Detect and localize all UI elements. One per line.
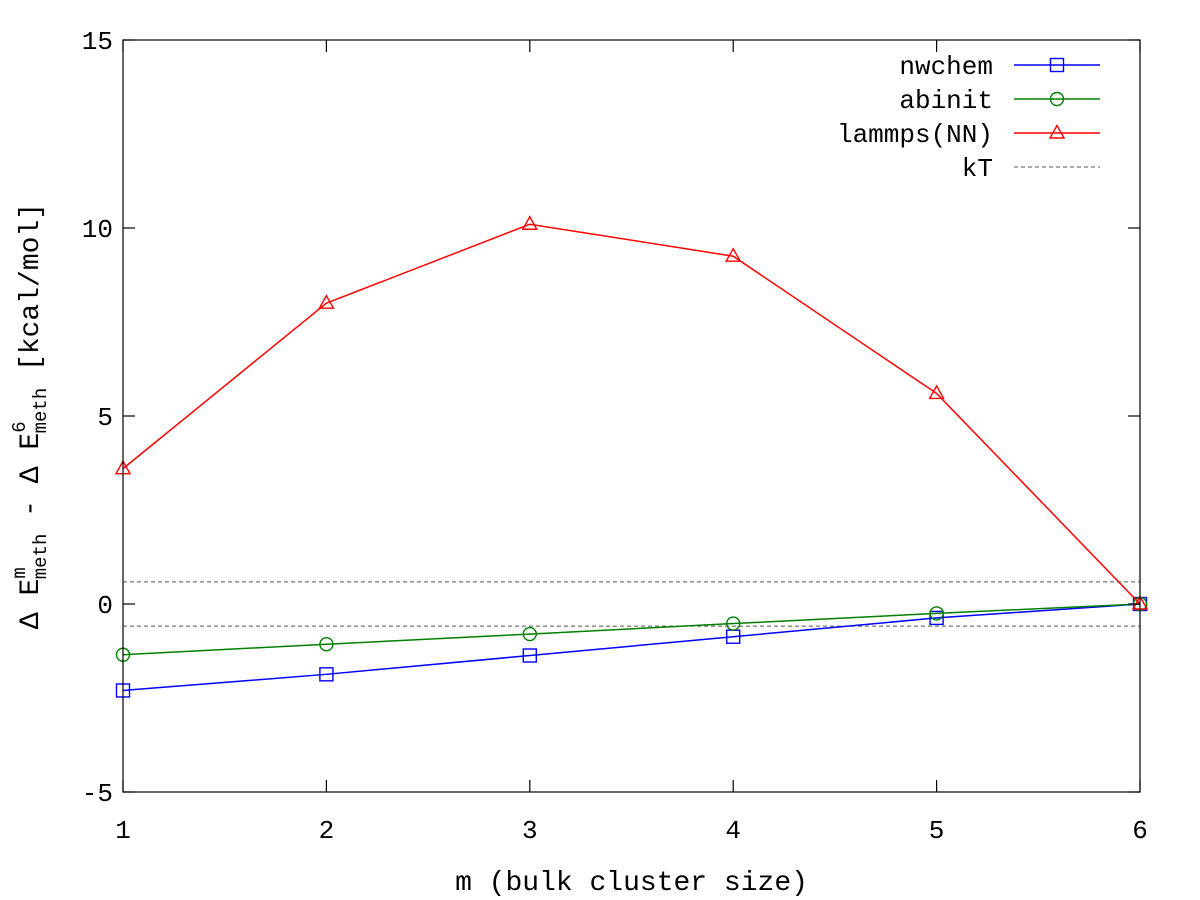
x-tick-label: 5 <box>929 816 945 846</box>
legend-label: kT <box>962 154 993 184</box>
y-tick-label: 5 <box>97 403 113 433</box>
data-point-abinit <box>522 626 537 642</box>
data-point-lammps-nn <box>725 247 742 262</box>
legend-entry-lammps-nn: lammps(NN) <box>837 120 1100 150</box>
y-axis-label-part: 6 <box>9 421 31 432</box>
data-point-nwchem <box>929 610 944 626</box>
data-point-nwchem <box>522 648 537 663</box>
legend-label: abinit <box>899 86 993 116</box>
y-tick-label: 0 <box>97 591 113 621</box>
y-axis-label-part: [kcal/mol] <box>16 203 47 388</box>
legend-swatch-marker <box>1048 124 1066 139</box>
tick-layer: 1 2 3 4 5 6 -5 0 5 10 15 <box>82 27 1148 846</box>
y-axis-label-part: m <box>9 567 31 578</box>
x-axis-label: m (bulk cluster size) <box>455 868 808 899</box>
data-point-lammps-nn <box>928 384 945 400</box>
y-axis-label: Δ Emmeth - Δ E6meth [kcal/mol] <box>9 203 52 629</box>
y-tick-label: 10 <box>82 215 113 245</box>
y-tick-label: 15 <box>82 27 113 57</box>
plot-frame <box>122 39 1141 793</box>
legend-swatch-marker <box>1049 57 1065 73</box>
series-line-abinit <box>122 603 1141 656</box>
legend-entry-kt: kT <box>962 154 1100 184</box>
legend-swatch-marker <box>1049 91 1065 107</box>
y-axis-label-part: meth <box>30 388 52 434</box>
x-tick-label: 4 <box>725 816 741 846</box>
x-tick-label: 1 <box>115 816 131 846</box>
series-abinit <box>115 596 1148 662</box>
data-point-lammps-nn <box>318 294 335 309</box>
data-point-abinit <box>319 637 334 652</box>
x-tick-label: 6 <box>1132 816 1148 846</box>
series-line-lammps-nn <box>122 223 1141 605</box>
data-point-abinit <box>726 616 741 631</box>
legend-entry-nwchem: nwchem <box>899 52 1100 82</box>
reference-lines <box>123 581 1140 627</box>
y-axis-label-part: - Δ E <box>16 433 47 534</box>
y-axis-label-part: Δ E <box>16 579 47 629</box>
x-tick-label: 2 <box>319 816 335 846</box>
legend-label: nwchem <box>899 52 993 82</box>
y-axis-label-part: meth <box>30 534 52 580</box>
series-lammps-nn <box>114 215 1149 610</box>
y-tick-label: -5 <box>82 779 113 809</box>
data-point-lammps-nn <box>521 215 538 230</box>
x-tick-label: 3 <box>522 816 538 846</box>
legend-entry-abinit: abinit <box>899 86 1100 116</box>
legend: nwchem abinit lammps(NN) kT <box>837 52 1100 184</box>
series-layer <box>114 215 1149 698</box>
series-line-nwchem <box>122 603 1141 692</box>
data-point-nwchem <box>319 667 334 682</box>
data-point-abinit <box>929 606 944 621</box>
legend-label: lammps(NN) <box>837 120 993 150</box>
